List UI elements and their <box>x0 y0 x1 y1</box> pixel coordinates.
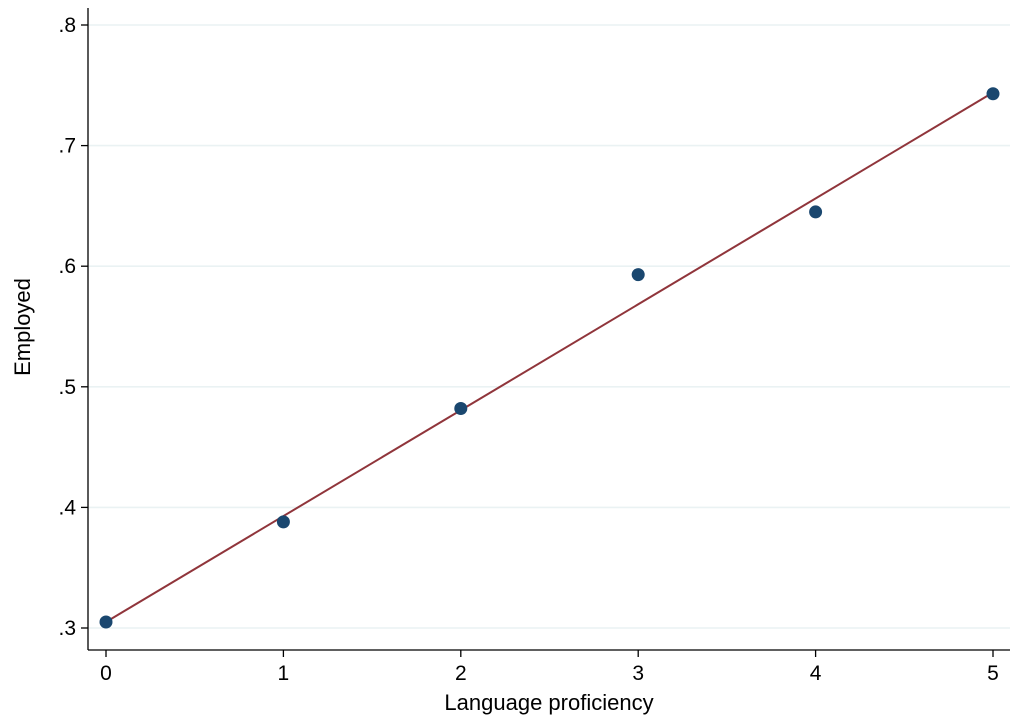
y-tick-label: .8 <box>58 14 76 37</box>
x-tick-label: 5 <box>987 662 999 685</box>
data-point <box>454 402 468 416</box>
data-point <box>99 615 113 629</box>
fit-line <box>105 91 994 623</box>
x-tick-label: 1 <box>278 662 290 685</box>
x-tick-label: 4 <box>810 662 822 685</box>
x-axis-ticks: 0 1 2 3 4 5 <box>100 650 999 685</box>
data-point <box>809 205 823 219</box>
y-tick-label: .5 <box>58 376 76 399</box>
point-layer <box>99 87 1000 629</box>
axes <box>87 8 1010 651</box>
x-tick-label: 3 <box>632 662 644 685</box>
y-tick-label: .6 <box>58 255 76 278</box>
x-tick-label: 2 <box>455 662 467 685</box>
y-axis-ticks: .3 .4 .5 .6 .7 .8 <box>58 14 88 640</box>
y-axis-title: Employed <box>10 278 35 376</box>
data-point <box>986 87 1000 101</box>
x-tick-label: 0 <box>100 662 112 685</box>
data-point <box>276 515 290 529</box>
y-tick-label: .7 <box>58 135 76 158</box>
grid <box>88 24 1010 629</box>
data-point <box>631 268 645 282</box>
fit-line-layer <box>105 91 994 623</box>
x-axis-title: Language proficiency <box>444 690 653 715</box>
y-tick-label: .3 <box>58 617 76 640</box>
y-tick-label: .4 <box>58 496 76 519</box>
